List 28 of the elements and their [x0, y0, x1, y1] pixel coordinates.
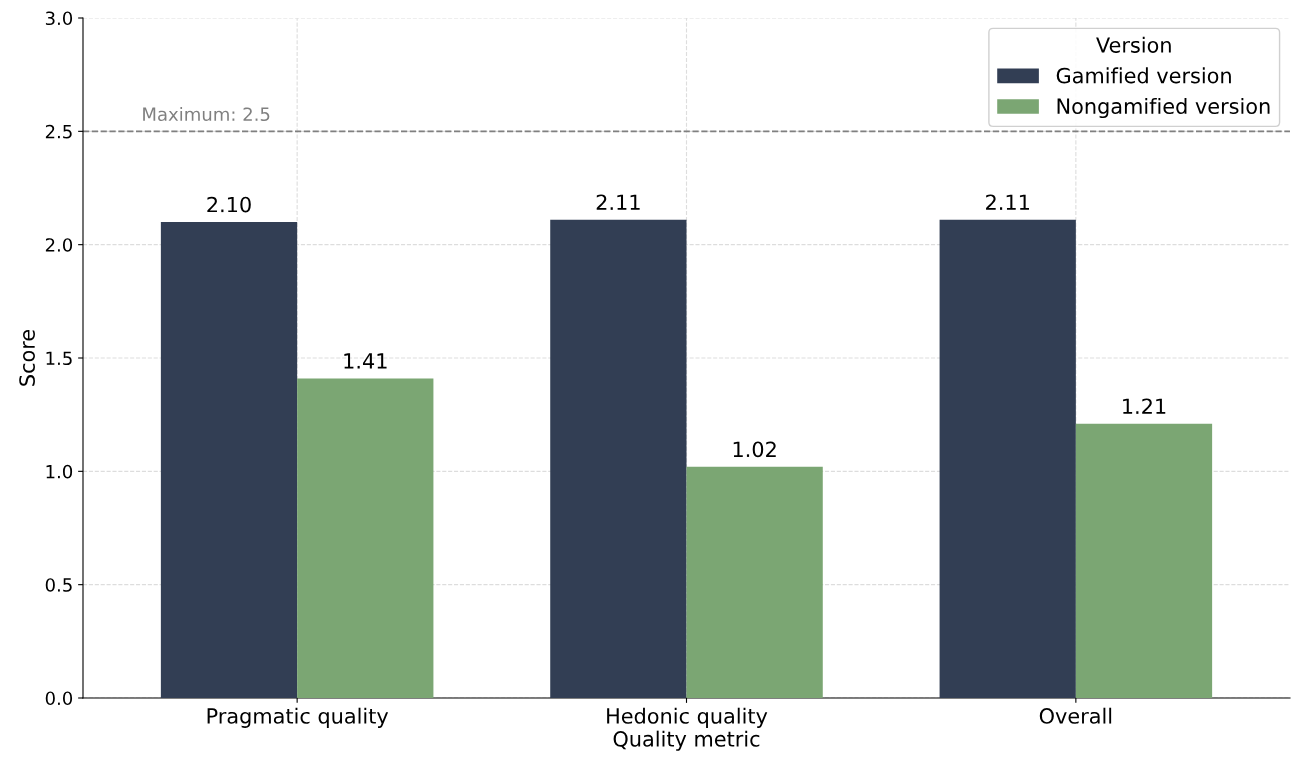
y-tick-label: 0.5 [45, 578, 72, 592]
bar [1075, 423, 1213, 698]
legend-title: Version [1096, 36, 1171, 53]
legend-label: Nongamified version [1057, 97, 1270, 119]
bar [550, 219, 687, 698]
x-tick-label: Overall [1039, 707, 1112, 724]
bar [297, 378, 434, 698]
x-axis-title: Quality metric [613, 730, 760, 751]
bar [160, 222, 298, 698]
x-tick-label: Hedonic quality [607, 707, 768, 728]
data-label: 1.41 [344, 353, 387, 369]
y-tick-label: 2.5 [45, 124, 72, 139]
y-tick-label: 2.0 [45, 238, 73, 252]
ref-line-label: Maximum: 2.5 [143, 107, 270, 122]
y-axis-title: Score [19, 329, 35, 386]
data-label: 2.11 [986, 194, 1029, 210]
legend-label: Gamified version [1056, 67, 1231, 84]
bar [939, 219, 1076, 698]
y-tick-label: 3.0 [45, 11, 73, 26]
data-label: 2.10 [207, 196, 251, 213]
x-tick-label: Pragmatic quality [207, 707, 389, 728]
y-tick-label: 0.0 [45, 691, 73, 706]
y-tick-label: 1.5 [46, 351, 72, 366]
data-label: 2.11 [596, 194, 640, 210]
data-label: 1.02 [733, 441, 776, 458]
y-tick-label: 1.0 [46, 464, 73, 479]
data-label: 1.21 [1123, 398, 1166, 414]
bar [686, 466, 823, 698]
